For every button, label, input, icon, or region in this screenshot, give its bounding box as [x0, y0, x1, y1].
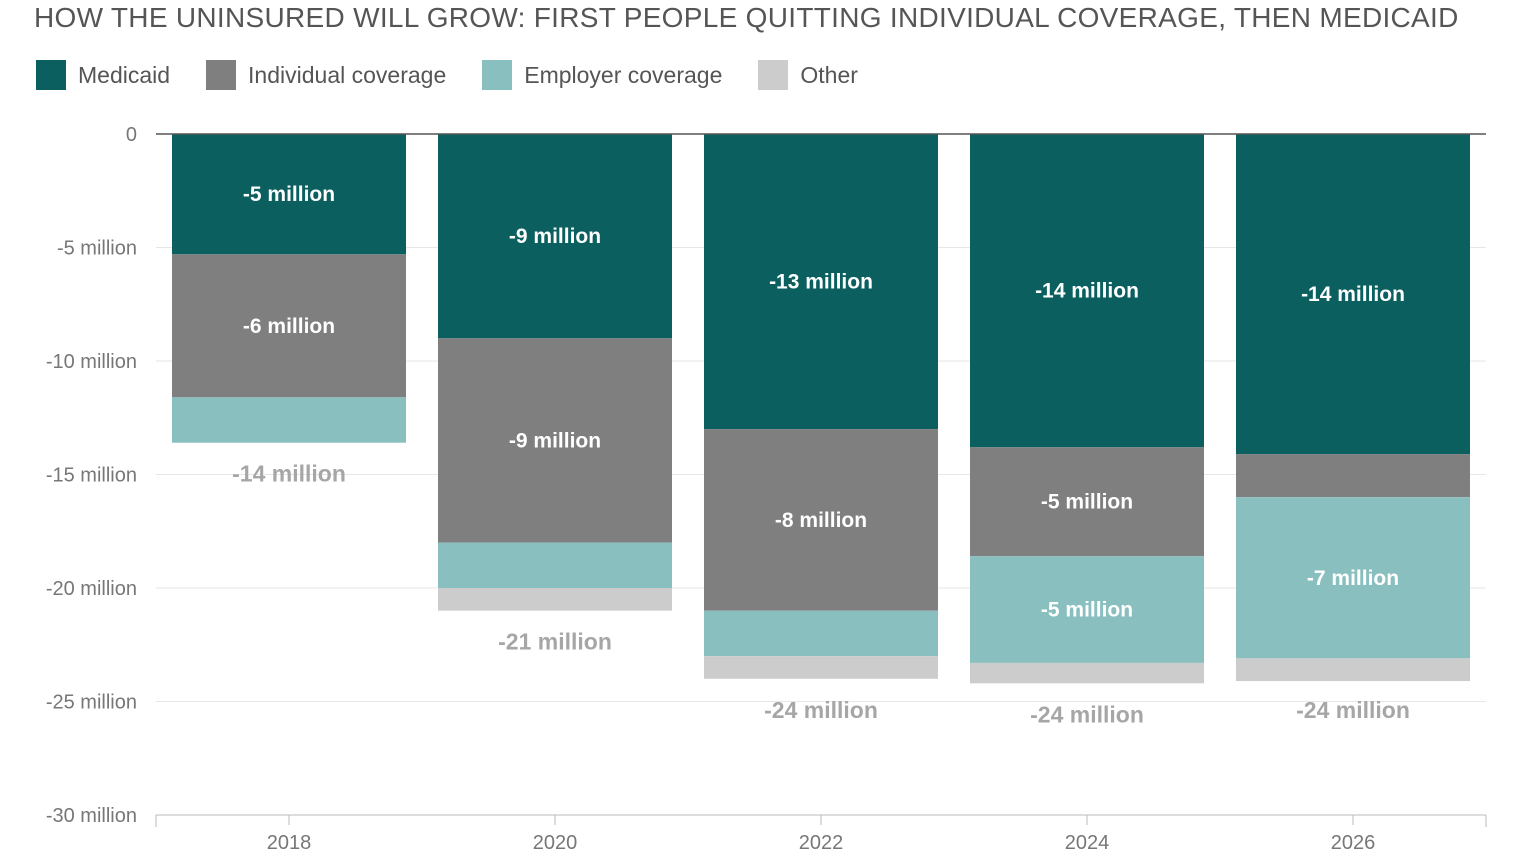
legend-item-other: Other [758, 60, 858, 90]
total-label: -24 million [1030, 701, 1144, 727]
data-label: -14 million [1035, 280, 1139, 303]
x-tick-label: 2020 [533, 832, 578, 854]
y-tick-label: 0 [126, 124, 137, 146]
x-tick-label: 2024 [1065, 832, 1110, 854]
data-label: -9 million [509, 225, 601, 248]
bar-segment-individual-coverage [1236, 454, 1470, 498]
y-tick-label: -15 million [46, 465, 137, 487]
bar-segment-other [704, 656, 938, 679]
bar-segment-individual-coverage [970, 447, 1204, 557]
data-label: -5 million [1041, 599, 1133, 622]
legend-label-individual-coverage: Individual coverage [248, 61, 447, 88]
legend-swatch-medicaid [36, 60, 66, 90]
bar-segment-individual-coverage [172, 254, 406, 398]
y-tick-label: -5 million [57, 238, 137, 260]
bar-segment-employer-coverage [1236, 497, 1470, 659]
bar-segment-other [970, 662, 1204, 684]
bar-segment-other [438, 588, 672, 611]
data-label: -13 million [769, 271, 873, 294]
y-tick-label: -20 million [46, 578, 137, 600]
labels: -5 million -6 million -14 million -9 millio… [232, 183, 1410, 727]
total-label: -24 million [764, 697, 878, 723]
legend-item-individual-coverage: Individual coverage [206, 60, 446, 90]
bar-segment-medicaid [438, 134, 672, 339]
bars [172, 134, 1470, 684]
data-label: -8 million [775, 509, 867, 532]
legend-swatch-other [758, 60, 789, 90]
total-label: -14 million [232, 461, 346, 487]
legend-swatch-employer-coverage [482, 60, 513, 90]
x-tick-label: 2022 [799, 832, 844, 854]
data-label: -5 million [1041, 491, 1133, 514]
data-label: -14 million [1301, 283, 1405, 306]
legend-label-medicaid: Medicaid [78, 61, 171, 88]
axes: 0 -5 million -10 million -15 million -20 mil… [46, 124, 1487, 854]
y-tick-label: -30 million [46, 805, 137, 827]
data-label: -6 million [243, 315, 335, 338]
y-tick-label: -25 million [46, 692, 137, 714]
bar-segment-other [1236, 658, 1470, 682]
data-label: -9 million [509, 429, 601, 452]
total-label: -21 million [498, 629, 612, 655]
bar-segment-employer-coverage [970, 556, 1204, 663]
total-label: -24 million [1296, 697, 1410, 723]
bar-segment-employer-coverage [704, 610, 938, 657]
bar-segment-medicaid [172, 134, 406, 255]
data-label: -7 million [1307, 567, 1399, 590]
x-tick-label: 2026 [1331, 832, 1376, 854]
legend-swatch-individual-coverage [206, 60, 237, 90]
data-label: -5 million [243, 183, 335, 206]
bar-segment-medicaid [970, 134, 1204, 448]
y-tick-label: -10 million [46, 351, 137, 373]
bar-segment-individual-coverage [704, 429, 938, 611]
bar-segment-employer-coverage [438, 542, 672, 588]
bar-segment-individual-coverage [438, 338, 672, 543]
legend: Medicaid Individual coverage Employer co… [36, 60, 894, 90]
bar-segment-employer-coverage [172, 397, 406, 443]
bar-segment-medicaid [1236, 134, 1470, 455]
legend-item-employer-coverage: Employer coverage [482, 60, 722, 90]
x-tick-label: 2018 [267, 832, 312, 854]
chart-title: HOW THE UNINSURED WILL GROW: FIRST PEOPL… [34, 2, 1459, 33]
legend-label-other: Other [800, 61, 858, 88]
bar-segment-medicaid [704, 134, 938, 430]
legend-item-medicaid: Medicaid [36, 60, 170, 90]
legend-label-employer-coverage: Employer coverage [524, 61, 723, 88]
